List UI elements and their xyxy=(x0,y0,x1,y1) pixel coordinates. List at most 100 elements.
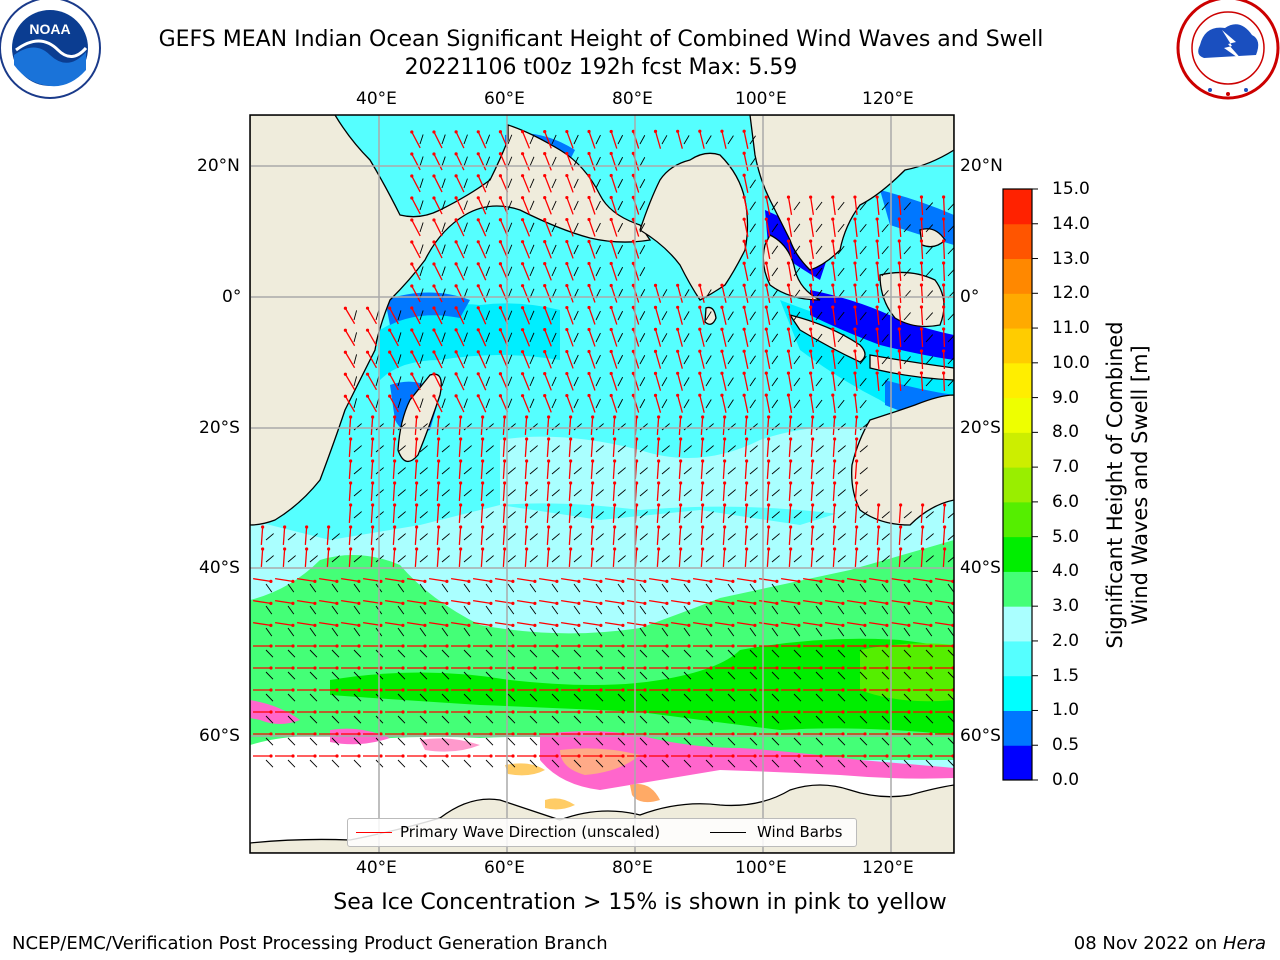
wind-barb xyxy=(551,310,557,321)
wind-barb xyxy=(485,398,491,409)
wind-barb xyxy=(837,511,846,519)
wind-barb xyxy=(441,533,450,541)
wave-direction-arrowhead xyxy=(786,195,791,199)
wave-direction-arrowhead xyxy=(942,371,946,375)
wave-direction-arrowhead xyxy=(520,174,525,178)
wave-direction-arrowhead xyxy=(511,710,515,714)
wave-direction-arrowhead xyxy=(841,754,845,758)
wind-barb xyxy=(771,467,780,475)
wave-direction-arrowhead xyxy=(454,240,458,244)
wind-barb xyxy=(573,693,582,702)
wind-barb xyxy=(419,376,424,387)
wind-barb xyxy=(639,489,648,497)
wind-barb xyxy=(441,583,449,593)
wave-direction-arrow xyxy=(765,329,771,347)
wind-barb xyxy=(859,583,867,593)
wind-barb xyxy=(441,737,450,746)
wave-direction-arrow xyxy=(429,600,447,604)
wave-direction-arrowhead xyxy=(764,371,768,375)
wind-barb xyxy=(573,533,582,541)
wave-direction-arrow xyxy=(451,622,469,626)
wave-direction-arrowhead xyxy=(365,350,370,354)
wind-barb xyxy=(595,134,601,145)
wave-direction-arrow xyxy=(942,262,946,282)
wave-direction-arrowhead xyxy=(875,195,879,199)
wave-direction-arrowhead xyxy=(631,371,635,375)
wind-barb xyxy=(683,333,690,343)
wind-barb xyxy=(507,489,516,497)
wave-direction-arrow xyxy=(765,197,771,215)
wave-direction-arrowhead xyxy=(786,239,791,243)
wind-barb xyxy=(771,423,780,431)
wind-barb xyxy=(859,627,867,637)
wind-barb xyxy=(595,605,603,615)
wind-barb xyxy=(771,533,780,541)
wind-barb xyxy=(925,202,934,211)
wind-barb xyxy=(705,583,713,593)
wind-barb xyxy=(881,246,889,255)
wind-barb xyxy=(397,310,402,321)
wave-direction-arrow xyxy=(588,131,596,149)
wind-barb xyxy=(683,649,692,658)
wind-barb xyxy=(881,202,889,211)
wave-direction-arrow xyxy=(451,578,469,582)
wave-direction-arrow xyxy=(436,438,440,458)
wind-barb xyxy=(265,671,274,680)
wave-direction-arrow xyxy=(847,600,865,604)
wave-direction-arrow xyxy=(920,548,924,568)
wave-direction-arrow xyxy=(363,578,381,582)
wave-direction-arrowhead xyxy=(819,601,823,605)
wave-direction-arrowhead xyxy=(379,644,383,648)
wind-barb xyxy=(837,737,846,746)
wave-direction-arrow xyxy=(869,578,887,582)
wave-direction-arrow xyxy=(743,131,749,149)
wave-direction-arrowhead xyxy=(643,754,647,758)
wave-direction-arrow xyxy=(699,285,705,303)
wind-barb xyxy=(859,467,868,475)
wave-direction-arrow xyxy=(429,578,447,582)
wind-barb xyxy=(265,649,274,658)
wave-direction-arrowhead xyxy=(467,732,471,736)
wave-direction-arrowhead xyxy=(621,688,625,692)
lon-label-top: 120°E xyxy=(862,89,914,109)
wave-direction-arrow xyxy=(610,153,618,171)
wave-direction-arrowhead xyxy=(423,688,427,692)
wave-direction-arrow xyxy=(935,600,953,604)
wind-barb xyxy=(507,693,516,702)
wind-barb xyxy=(441,445,450,453)
wave-direction-arrowhead xyxy=(503,459,507,463)
wave-direction-arrow xyxy=(678,416,682,436)
wind-barb xyxy=(441,178,446,189)
wave-direction-arrow xyxy=(832,526,836,546)
wave-direction-arrowhead xyxy=(731,579,735,583)
wind-barb xyxy=(683,671,692,680)
wave-direction-arrowhead xyxy=(811,525,815,529)
wind-barb xyxy=(331,715,340,724)
wave-direction-arrowhead xyxy=(489,732,493,736)
wave-direction-arrow xyxy=(854,218,858,238)
wave-direction-arrowhead xyxy=(723,415,727,419)
wave-direction-arrow xyxy=(436,504,440,524)
wind-barb xyxy=(925,759,934,768)
wave-direction-arrow xyxy=(590,548,594,568)
colorbar-tick-label: 4.0 xyxy=(1052,561,1080,582)
wave-direction-arrowhead xyxy=(599,666,603,670)
wave-direction-arrowhead xyxy=(437,525,441,529)
wave-direction-arrow xyxy=(341,578,359,582)
wind-barb xyxy=(507,156,513,167)
wave-direction-arrowhead xyxy=(631,239,635,243)
wave-direction-arrowhead xyxy=(753,710,757,714)
wave-direction-arrowhead xyxy=(789,437,793,441)
wave-direction-arrowhead xyxy=(476,240,480,244)
wind-barb xyxy=(661,555,670,563)
wind-barb xyxy=(815,533,824,541)
wave-direction-arrow xyxy=(612,416,616,436)
wave-direction-arrow xyxy=(544,153,552,171)
wind-barb xyxy=(859,223,867,233)
wave-direction-arrowhead xyxy=(863,710,867,714)
wave-direction-arrowhead xyxy=(764,305,768,309)
wind-barb xyxy=(485,200,491,211)
wind-barb xyxy=(551,266,557,277)
wave-direction-arrowhead xyxy=(809,239,813,243)
wave-direction-arrow xyxy=(414,482,418,502)
